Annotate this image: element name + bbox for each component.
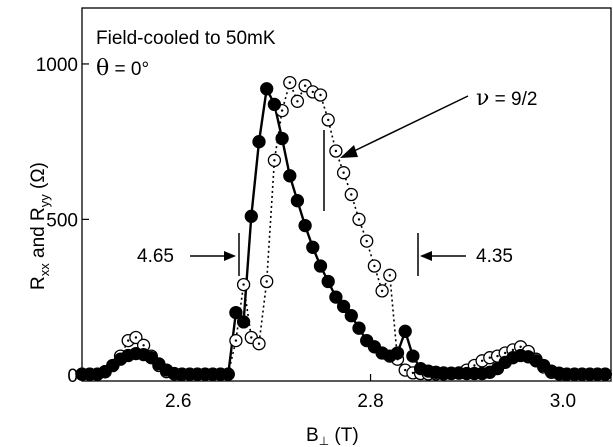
data-point-filled — [344, 309, 358, 323]
data-point-open-dot — [496, 354, 499, 358]
y-tick-label: 500 — [46, 210, 78, 231]
x-axis-label: B⊥ (T) — [306, 425, 359, 447]
y-axis-label: Rxx and Ryy (Ω) — [28, 162, 52, 290]
data-point-filled — [290, 194, 305, 208]
data-point-filled — [390, 346, 405, 360]
data-point-filled — [260, 82, 274, 96]
data-point-open-dot — [373, 264, 376, 268]
theta-value: = 0° — [109, 59, 149, 80]
data-point-open-dot — [303, 84, 307, 87]
ticks-layer: 2.6 2.8 3.0 0 500 1000 — [36, 55, 576, 412]
data-point-open-dot — [257, 342, 261, 345]
series-line-open — [82, 80, 606, 375]
data-point-open-dot — [288, 81, 291, 84]
data-point-filled — [329, 290, 343, 304]
data-point-open-dot — [250, 336, 253, 339]
data-point-open-dot — [311, 90, 314, 94]
lines-layer — [82, 80, 606, 376]
data-point-filled — [406, 349, 420, 363]
data-point-open-dot — [488, 356, 491, 359]
data-point-filled — [267, 97, 282, 112]
annotation-4-65: 4.65 — [137, 246, 174, 267]
right-arrow-head — [420, 251, 432, 261]
series-line-filled — [82, 84, 606, 376]
data-point-open-dot — [127, 339, 130, 342]
y-tick-label: 1000 — [36, 55, 78, 76]
x-tick-label: 2.8 — [357, 391, 383, 412]
plot-frame — [81, 7, 612, 382]
data-point-filled — [283, 169, 297, 183]
data-point-filled — [321, 274, 335, 289]
x-label-main: B — [306, 425, 319, 446]
data-point-open-dot — [350, 193, 353, 196]
y-label-sub2: yy — [37, 194, 52, 208]
data-point-open-dot — [319, 93, 322, 97]
data-point-filled — [236, 315, 251, 329]
data-point-open-dot — [242, 283, 245, 286]
y-label-sub1: xx — [37, 263, 52, 277]
data-point-filled — [352, 321, 366, 335]
nu-arrow-head — [340, 145, 358, 158]
data-point-open-dot — [327, 118, 330, 122]
points-layer — [75, 75, 612, 381]
data-point-open-dot — [234, 339, 238, 342]
data-point-open-dot — [273, 159, 276, 162]
data-point-open-dot — [357, 218, 361, 221]
x-tick-label: 3.0 — [550, 391, 576, 412]
annotation-nu: ν = 9/2 — [476, 86, 537, 111]
nu-symbol: ν — [476, 86, 489, 111]
x-label-sub: ⊥ — [319, 434, 329, 447]
data-point-open-dot — [265, 280, 268, 283]
data-point-open-dot — [342, 171, 345, 174]
nu-arrow-line — [351, 95, 469, 153]
nu-value: = 9/2 — [489, 89, 537, 110]
data-point-open-dot — [334, 149, 338, 153]
data-point-open-dot — [411, 371, 415, 375]
theta-symbol: θ — [96, 56, 109, 81]
data-point-open-dot — [473, 364, 476, 367]
data-point-open-dot — [480, 359, 484, 362]
data-point-open-dot — [280, 109, 284, 112]
left-arrow-head — [224, 251, 236, 261]
data-point-open-dot — [511, 348, 515, 352]
data-point-filled — [229, 305, 243, 320]
data-point-filled — [398, 324, 412, 338]
y-tick-label: 0 — [67, 366, 78, 387]
data-point-filled — [298, 218, 312, 233]
y-label-mid: and R — [28, 207, 49, 263]
x-label-unit: (T) — [329, 425, 359, 446]
axes-layer — [81, 7, 612, 382]
data-point-filled — [275, 131, 289, 146]
annotation-theta: θ = 0° — [96, 56, 149, 81]
y-label-unit: (Ω) — [28, 162, 49, 194]
x-tick-label: 2.6 — [165, 391, 191, 412]
data-point-filled — [252, 135, 266, 149]
data-point-open-dot — [380, 289, 384, 293]
y-label-r1: R — [28, 276, 49, 290]
annotation-4-35: 4.35 — [476, 246, 513, 267]
data-point-open-dot — [519, 345, 522, 348]
data-point-open-dot — [404, 368, 407, 372]
data-point-filled — [313, 259, 328, 273]
data-point-open-dot — [142, 344, 145, 347]
data-point-filled — [221, 367, 235, 381]
data-point-open-dot — [365, 239, 368, 243]
data-point-filled — [244, 209, 258, 223]
data-point-open-dot — [134, 336, 138, 339]
data-point-open-dot — [296, 100, 299, 103]
data-point-filled — [598, 367, 612, 381]
data-point-filled — [336, 299, 351, 314]
data-point-open-dot — [388, 274, 391, 277]
annotation-field-cooled: Field-cooled to 50mK — [96, 28, 276, 49]
data-point-filled — [306, 240, 320, 254]
data-point-open-dot — [504, 351, 507, 355]
